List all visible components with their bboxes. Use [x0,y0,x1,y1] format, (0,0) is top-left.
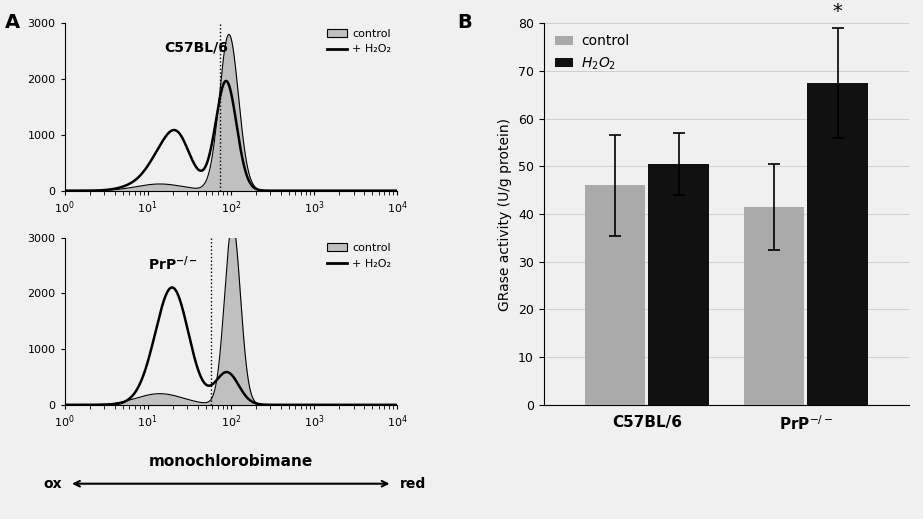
Bar [649,164,709,405]
Text: monochlorobimane: monochlorobimane [149,454,313,469]
Bar [808,83,868,405]
Text: red: red [400,477,426,490]
Text: ox: ox [43,477,62,490]
Legend: control, + H₂O₂: control, + H₂O₂ [327,243,391,269]
Bar [744,207,804,405]
Legend: control, $H_2O_2$: control, $H_2O_2$ [550,30,633,76]
Text: B: B [457,13,472,32]
Bar [585,185,645,405]
Text: $\mathbf{PrP^{-/-}}$: $\mathbf{PrP^{-/-}}$ [148,254,198,273]
Text: C57BL/6: C57BL/6 [164,40,228,54]
Y-axis label: GRase activity (U/g protein): GRase activity (U/g protein) [498,118,512,310]
Text: A: A [5,13,19,32]
Legend: control, + H₂O₂: control, + H₂O₂ [327,29,391,54]
Text: *: * [833,2,843,21]
